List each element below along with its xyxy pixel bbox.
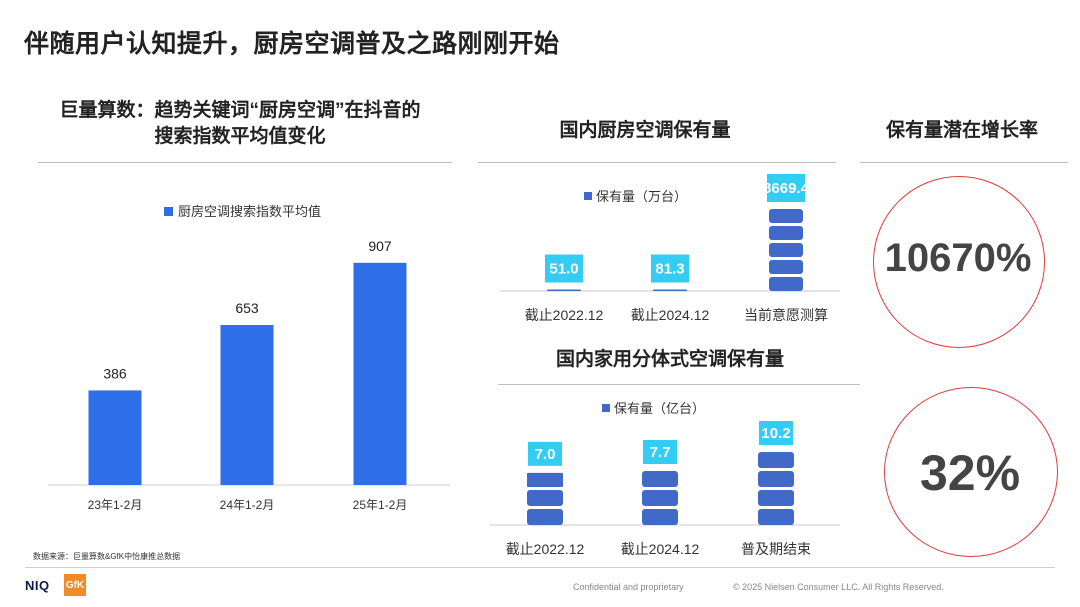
source-note: 数据来源：巨量算数&GfK中怡康推总数据 bbox=[33, 552, 181, 561]
chart1-data-label: 386 bbox=[103, 365, 127, 381]
stack-block bbox=[769, 260, 803, 274]
data-label: 7.7 bbox=[650, 444, 671, 461]
stack-block bbox=[769, 243, 803, 257]
x-tick: 当前意愿测算 bbox=[744, 307, 828, 323]
x-tick: 截止2022.12 bbox=[506, 541, 585, 557]
split-growth-rate: 32% bbox=[919, 445, 1021, 501]
chart1-bars: 386 23年1-2月 653 24年1-2月 907 25年1-2月 bbox=[88, 238, 408, 512]
stack-block bbox=[642, 471, 678, 487]
stack-block bbox=[642, 490, 678, 506]
stack-block bbox=[527, 490, 563, 506]
split-ac-chart: 保有量（亿台） 7.0 截止2022.12 7.7 截止2024.12 10.2 普及期结… bbox=[490, 401, 840, 557]
stack-block bbox=[758, 509, 794, 525]
split-growth-circle bbox=[884, 387, 1058, 557]
stack-block-partial bbox=[527, 472, 563, 487]
kitchen-ac-chart: 保有量（万台） 51.0 截止2022.12 81.3 截止2024.12 8669.4… bbox=[500, 174, 840, 323]
stack-block bbox=[758, 490, 794, 506]
data-label: 7.0 bbox=[535, 446, 556, 463]
left-panel-divider bbox=[38, 162, 452, 163]
chart1-bar bbox=[353, 262, 407, 485]
stack-block bbox=[769, 277, 803, 291]
split-ac-title: 国内家用分体式空调保有量 bbox=[555, 349, 784, 370]
chart1-legend-label: 厨房空调搜索指数平均值 bbox=[178, 204, 321, 219]
x-tick: 截止2024.12 bbox=[621, 541, 700, 557]
data-label-box bbox=[759, 421, 793, 445]
chart1-data-label: 653 bbox=[235, 300, 259, 316]
chart2-legend: 保有量（万台） bbox=[584, 189, 687, 204]
chart3-legend-swatch bbox=[602, 404, 610, 412]
chart1-bar bbox=[88, 390, 142, 485]
footer-divider bbox=[25, 567, 1055, 568]
x-tick: 截止2022.12 bbox=[525, 307, 604, 323]
kitchen-ac-title: 国内厨房空调保有量 bbox=[559, 120, 731, 141]
data-label-box bbox=[651, 254, 689, 283]
data-label-box bbox=[643, 440, 677, 464]
stack-block bbox=[769, 226, 803, 240]
split-ac-divider bbox=[498, 384, 860, 385]
data-label: 8669.4 bbox=[763, 180, 810, 197]
chart1-x-tick: 23年1-2月 bbox=[88, 498, 143, 512]
gfk-logo: GfK bbox=[64, 574, 86, 596]
left-panel-title-line1: 巨量算数：趋势关键词“厨房空调”在抖音的 bbox=[59, 100, 421, 121]
chart3-legend-label: 保有量（亿台） bbox=[614, 401, 705, 416]
x-tick: 截止2024.12 bbox=[631, 307, 710, 323]
data-label: 10.2 bbox=[761, 425, 790, 442]
chart3-legend: 保有量（亿台） bbox=[602, 401, 705, 416]
left-panel-title-line2: 搜索指数平均值变化 bbox=[154, 126, 326, 147]
data-label-box bbox=[528, 441, 562, 466]
page-title: 伴随用户认知提升，厨房空调普及之路刚刚开始 bbox=[24, 30, 560, 58]
stack-block bbox=[758, 452, 794, 468]
left-panel-title: 巨量算数：趋势关键词“厨房空调”在抖音的 搜索指数平均值变化 bbox=[30, 98, 450, 150]
chart1-x-tick: 24年1-2月 bbox=[220, 498, 275, 512]
stack-block bbox=[769, 209, 803, 223]
data-label: 51.0 bbox=[549, 261, 578, 278]
chart2-legend-swatch bbox=[584, 192, 592, 200]
chart1-bar bbox=[220, 325, 274, 485]
x-tick: 普及期结束 bbox=[741, 541, 811, 557]
footer-confidential: Confidential and proprietary bbox=[573, 582, 684, 592]
stack-block-partial bbox=[547, 289, 581, 291]
stack-block-partial bbox=[653, 289, 687, 291]
stack-block bbox=[758, 471, 794, 487]
stack-block bbox=[527, 509, 563, 525]
chart1-legend-swatch bbox=[164, 207, 173, 216]
chart2-legend-label: 保有量（万台） bbox=[596, 189, 687, 204]
chart1-x-tick: 25年1-2月 bbox=[353, 498, 408, 512]
data-label: 81.3 bbox=[655, 261, 684, 278]
footer-copyright: © 2025 Nielsen Consumer LLC. All Rights … bbox=[733, 582, 944, 592]
data-label-box bbox=[767, 174, 805, 202]
data-label-box bbox=[545, 254, 583, 283]
kitchen-growth-circle bbox=[873, 176, 1045, 348]
chart1-data-label: 907 bbox=[368, 238, 392, 254]
growth-title: 保有量潜在增长率 bbox=[885, 120, 1038, 141]
niq-logo: NIQ bbox=[25, 578, 50, 593]
chart3-bars: 7.0 截止2022.12 7.7 截止2024.12 10.2 普及期结束 bbox=[506, 421, 811, 557]
growth-divider bbox=[860, 162, 1068, 163]
chart1-legend: 厨房空调搜索指数平均值 bbox=[164, 204, 321, 219]
stack-block bbox=[642, 509, 678, 525]
kitchen-growth-rate: 10670% bbox=[884, 236, 1032, 280]
chart2-bars: 51.0 截止2022.12 81.3 截止2024.12 8669.4 当前意愿测算 bbox=[525, 174, 828, 323]
kitchen-ac-divider bbox=[478, 162, 836, 163]
search-index-chart: 厨房空调搜索指数平均值 386 23年1-2月 653 24年1-2月 907 25年1-… bbox=[48, 204, 450, 512]
